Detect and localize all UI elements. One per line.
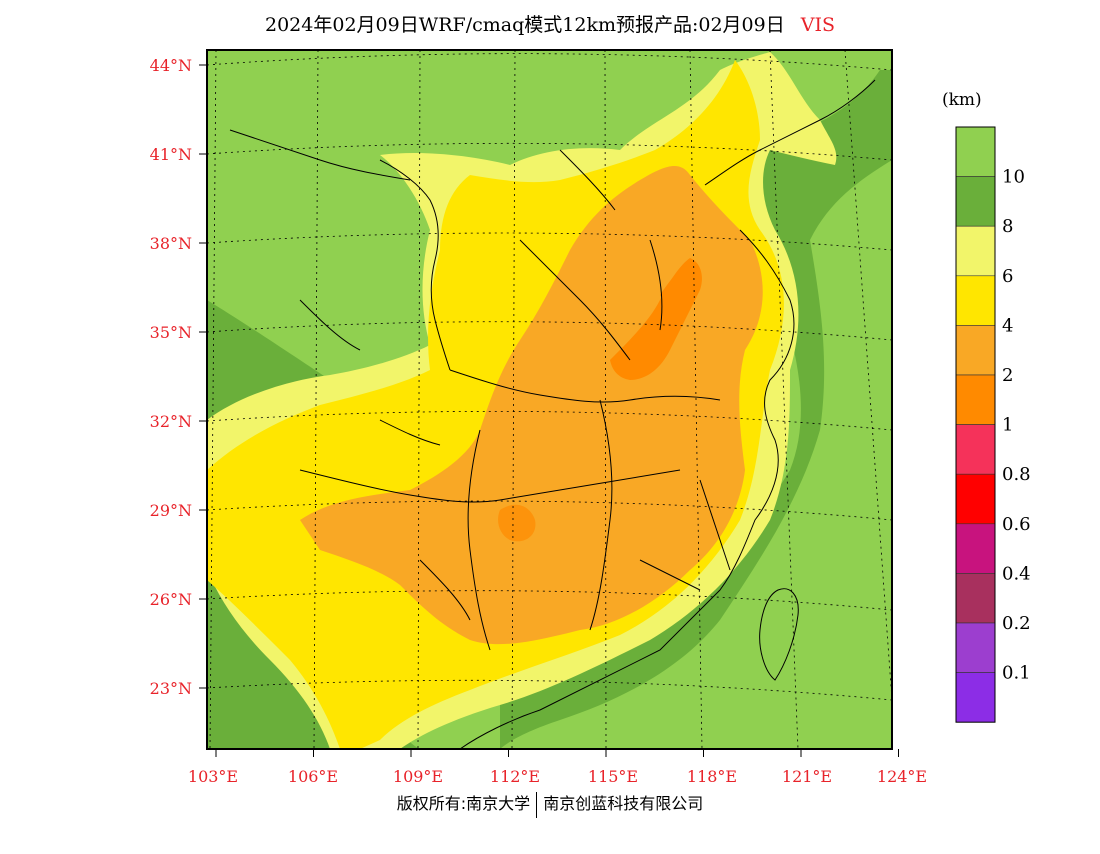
colorbar-unit: (km): [942, 90, 982, 110]
map-title-variable: VIS: [800, 14, 835, 36]
colorbar-swatch: [955, 275, 996, 326]
map-frame: [206, 49, 893, 750]
latitude-axis: 44°N 41°N 38°N 35°N 32°N 29°N 26°N 23°N: [150, 56, 207, 698]
colorbar-label: 0.1: [1002, 663, 1031, 684]
lat-label: 32°N: [150, 412, 192, 431]
lon-label: 109°E: [393, 767, 443, 786]
colorbar-label: 8: [1002, 216, 1013, 237]
colorbar: 10 8 6 4 2 1 0.8 0.6 0.4 0.2 0.1: [955, 126, 1031, 723]
colorbar-label: 2: [1002, 365, 1013, 386]
colorbar-swatch: [955, 374, 996, 425]
colorbar-label: 4: [1002, 315, 1013, 336]
colorbar-label: 6: [1002, 266, 1013, 287]
colorbar-label: 0.2: [1002, 613, 1031, 634]
colorbar-label: 0.8: [1002, 464, 1031, 485]
colorbar-label: 0.6: [1002, 514, 1031, 535]
colorbar-swatch: [955, 176, 996, 227]
colorbar-swatch: [955, 523, 996, 574]
colorbar-swatch: [955, 325, 996, 376]
lat-label: 29°N: [150, 501, 192, 520]
footer-separator: [536, 791, 538, 818]
colorbar-swatch: [955, 573, 996, 624]
colorbar-swatch: [955, 225, 996, 277]
map-title: 2024年02月09日WRF/cmaq模式12km预报产品:02月09日 VIS: [0, 10, 1100, 37]
lat-label: 44°N: [150, 56, 192, 75]
colorbar-label: 10: [1002, 167, 1025, 188]
copyright-right: 南京创蓝科技有限公司: [543, 794, 704, 813]
colorbar-label: 1: [1002, 415, 1013, 436]
boundary-lines: [229, 79, 876, 749]
copyright-left: 版权所有:南京大学: [396, 794, 531, 813]
lon-label: 124°E: [877, 767, 927, 786]
colorbar-frame: [955, 126, 996, 723]
map-title-main: 2024年02月09日WRF/cmaq模式12km预报产品:02月09日: [265, 14, 785, 36]
lon-label: 112°E: [490, 767, 540, 786]
colorbar-swatch: [955, 126, 996, 177]
lat-label: 23°N: [150, 679, 192, 698]
colorbar-swatch: [955, 622, 996, 673]
colorbar-swatch: [955, 473, 996, 525]
colorbar-swatch: [955, 672, 996, 723]
lon-label: 103°E: [188, 767, 238, 786]
colorbar-swatch: [955, 424, 996, 475]
longitude-axis: 103°E 106°E 109°E 112°E 115°E 118°E 121°E 124°E: [188, 749, 927, 786]
lat-label: 35°N: [150, 323, 192, 342]
visibility-field: [207, 50, 892, 749]
copyright-footer: 版权所有:南京大学 南京创蓝科技有限公司: [0, 790, 1100, 818]
lat-label: 26°N: [150, 590, 192, 609]
graticule: [207, 50, 892, 749]
lon-label: 121°E: [782, 767, 832, 786]
lat-label: 41°N: [150, 145, 192, 164]
lat-label: 38°N: [150, 234, 192, 253]
lon-label: 115°E: [588, 767, 638, 786]
colorbar-label: 0.4: [1002, 563, 1031, 584]
lon-label: 118°E: [687, 767, 737, 786]
lon-label: 106°E: [288, 767, 338, 786]
